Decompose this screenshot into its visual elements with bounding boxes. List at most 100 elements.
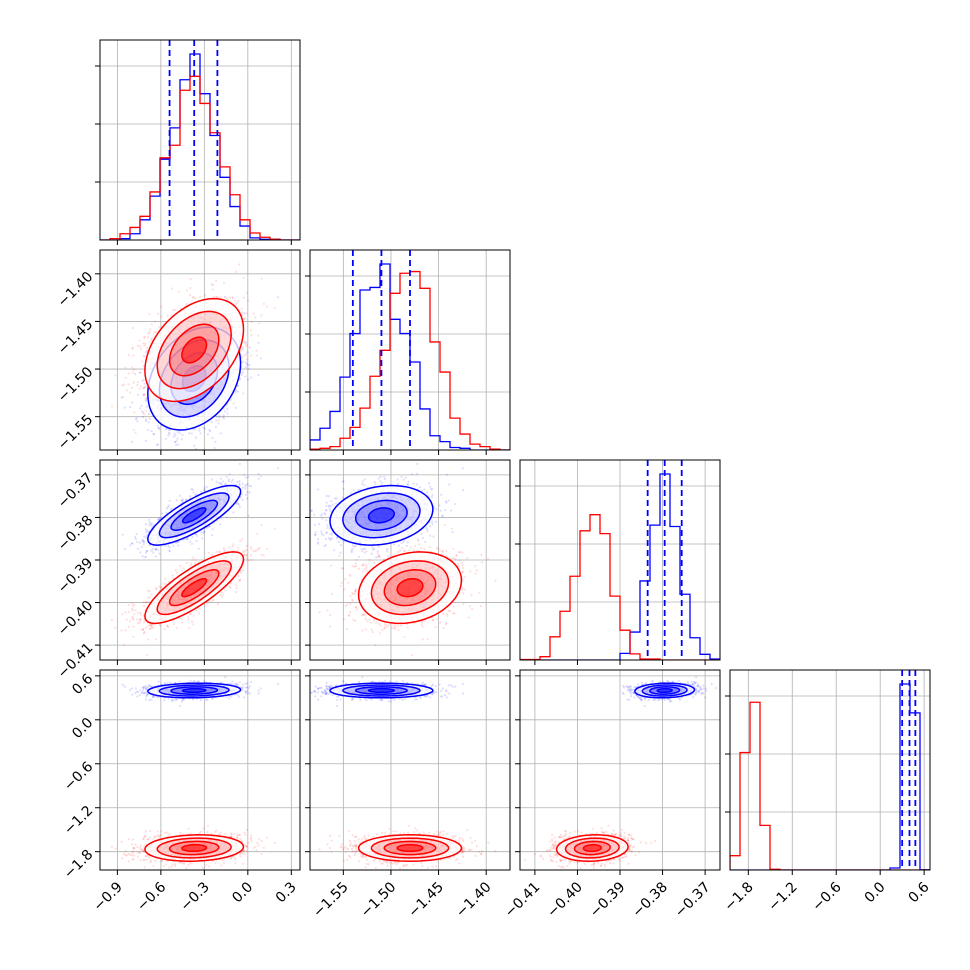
- scatter-point: [144, 342, 147, 345]
- scatter-point: [236, 480, 239, 484]
- scatter-point: [231, 478, 235, 481]
- scatter-point: [123, 548, 126, 551]
- scatter-point: [180, 438, 183, 441]
- scatter-point: [144, 351, 147, 354]
- scatter-point: [130, 386, 134, 390]
- scatter-point: [205, 526, 208, 529]
- scatter-point: [156, 443, 159, 446]
- scatter-point: [194, 436, 198, 439]
- scatter-point: [244, 342, 248, 345]
- scatter-point: [189, 294, 192, 297]
- scatter-point: [250, 334, 253, 337]
- scatter-point: [171, 287, 174, 290]
- scatter-point: [277, 467, 280, 470]
- scatter-point: [174, 434, 177, 437]
- scatter-point: [150, 522, 153, 526]
- scatter-point: [129, 391, 132, 394]
- scatter-point: [148, 341, 152, 344]
- scatter-point: [136, 540, 139, 544]
- scatter-point: [244, 361, 247, 364]
- scatter-point: [136, 420, 139, 423]
- scatter-point: [244, 487, 247, 490]
- scatter-point: [238, 539, 242, 543]
- scatter-point: [245, 358, 249, 361]
- scatter-point: [243, 312, 246, 315]
- scatter-point: [187, 618, 190, 621]
- scatter-point: [168, 499, 171, 502]
- scatter-point: [195, 447, 198, 450]
- scatter-point: [210, 283, 213, 286]
- scatter-point: [145, 398, 148, 401]
- scatter-point: [215, 419, 218, 422]
- scatter-point: [134, 609, 137, 612]
- scatter-point: [129, 405, 132, 409]
- scatter-point: [219, 477, 223, 480]
- scatter-point: [145, 653, 149, 657]
- scatter-point: [143, 386, 146, 389]
- histogram-blue: [100, 53, 300, 240]
- scatter-point: [153, 432, 156, 436]
- scatter-point: [121, 396, 124, 399]
- scatter-point: [160, 305, 163, 308]
- panel-frame: [309, 249, 511, 451]
- scatter-point: [243, 341, 246, 344]
- scatter-point: [257, 334, 260, 337]
- scatter-point: [142, 413, 146, 416]
- scatter-point: [218, 414, 221, 417]
- scatter-point: [120, 396, 123, 399]
- scatter-point: [134, 538, 138, 541]
- scatter-point: [177, 540, 180, 543]
- scatter-point: [220, 517, 223, 520]
- scatter-point: [236, 390, 240, 393]
- contour-line-red: [168, 323, 220, 377]
- scatter-point: [121, 533, 124, 536]
- scatter-point: [144, 409, 148, 412]
- scatter-point: [273, 527, 276, 530]
- scatter-point: [139, 345, 142, 348]
- scatter-point: [245, 362, 249, 365]
- scatter-point: [241, 313, 244, 317]
- scatter-point: [260, 277, 263, 280]
- scatter-point: [143, 556, 146, 559]
- scatter-point: [147, 332, 150, 335]
- scatter-point: [130, 440, 134, 443]
- scatter-point: [200, 490, 203, 493]
- scatter-point: [242, 296, 245, 299]
- scatter-point: [244, 485, 247, 488]
- scatter-point: [144, 418, 148, 421]
- scatter-point: [250, 320, 253, 323]
- scatter-point: [150, 593, 153, 596]
- scatter-point: [150, 338, 153, 342]
- scatter-point: [167, 504, 170, 507]
- scatter-point: [244, 353, 248, 356]
- scatter-point: [247, 514, 250, 517]
- scatter-point: [257, 341, 260, 344]
- y-tick-label: −1.45: [55, 316, 97, 358]
- scatter-point: [143, 344, 146, 347]
- scatter-point: [145, 385, 148, 388]
- scatter-point: [222, 414, 225, 417]
- scatter-point: [254, 316, 257, 319]
- scatter-point: [229, 398, 233, 401]
- scatter-point: [160, 512, 164, 515]
- scatter-point: [154, 555, 157, 558]
- scatter-point: [188, 432, 191, 435]
- scatter-point: [178, 494, 181, 497]
- scatter-point: [156, 548, 159, 552]
- scatter-point: [144, 439, 148, 443]
- scatter-point: [241, 371, 245, 374]
- scatter-point: [144, 523, 148, 526]
- scatter-point: [211, 534, 214, 537]
- scatter-point: [231, 297, 234, 300]
- scatter-point: [127, 625, 130, 629]
- scatter-panel-1-0: −1.55−1.50−1.45−1.40: [55, 249, 301, 455]
- histogram-blue: [310, 263, 510, 450]
- scatter-point: [195, 534, 199, 537]
- scatter-point: [259, 357, 262, 360]
- scatter-point: [169, 508, 172, 511]
- scatter-point: [243, 317, 247, 320]
- scatter-point: [222, 416, 225, 419]
- scatter-point: [242, 276, 245, 280]
- scatter-point: [241, 348, 244, 351]
